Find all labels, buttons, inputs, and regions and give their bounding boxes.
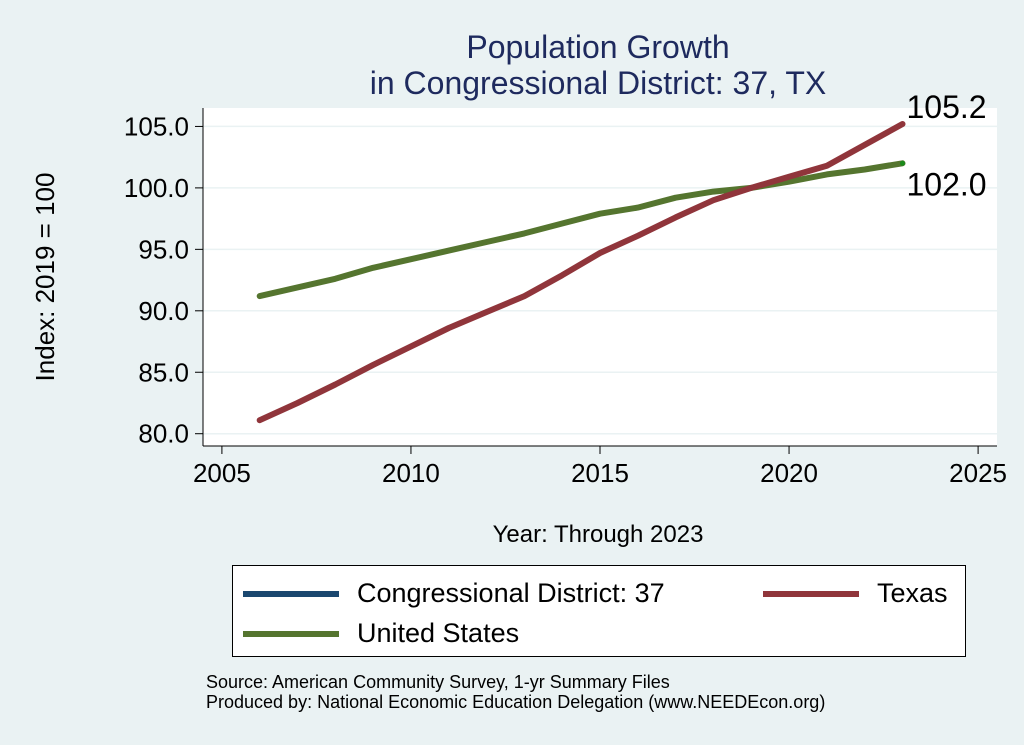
- legend-label-united-states: United States: [357, 618, 520, 648]
- series-line-united-states: [256, 160, 906, 300]
- chart-title-line-1: Population Growth: [466, 29, 729, 65]
- end-point-marker: [899, 160, 905, 166]
- x-axis-label: Year: Through 2023: [493, 521, 704, 548]
- x-tick-label: 2015: [571, 458, 629, 488]
- plot-area: [203, 108, 997, 446]
- y-tick-label: 100.0: [124, 173, 189, 203]
- x-tick-label: 2025: [949, 458, 1007, 488]
- end-labels: 102.0 105.2: [906, 89, 986, 202]
- legend-label-district: Congressional District: 37: [357, 578, 665, 608]
- source-note: Source: American Community Survey, 1-yr …: [206, 672, 825, 712]
- y-tick-label: 80.0: [138, 419, 189, 449]
- legend: Congressional District: 37 Texas United …: [232, 565, 966, 657]
- series-lines: [256, 121, 906, 424]
- legend-item-texas: Texas: [763, 578, 948, 609]
- x-tick-label: 2005: [193, 458, 251, 488]
- gridlines: [203, 125, 997, 435]
- y-tick-label: 90.0: [138, 296, 189, 326]
- y-tick-label: 85.0: [138, 357, 189, 387]
- legend-swatch-district: [243, 590, 339, 597]
- x-tick-label: 2020: [760, 458, 818, 488]
- x-tick-label: 2010: [382, 458, 440, 488]
- produced-by-line: Produced by: National Economic Education…: [206, 692, 826, 712]
- y-axis-label: Index: 2019 = 100: [30, 173, 60, 382]
- series-line-texas: [256, 121, 906, 424]
- legend-label-texas: Texas: [877, 578, 948, 608]
- chart-title-line-2: in Congressional District: 37, TX: [370, 65, 826, 101]
- end-label-united-states: 102.0: [906, 166, 986, 202]
- legend-swatch-texas: [763, 590, 859, 597]
- legend-item-united-states: United States: [243, 618, 519, 649]
- y-tick-label: 95.0: [138, 234, 189, 264]
- axes: 80.0 85.0 90.0 95.0 100.0 105.0 2005 2010 2015 20…: [124, 108, 1007, 488]
- y-tick-label: 105.0: [124, 111, 189, 141]
- source-line: Source: American Community Survey, 1-yr …: [206, 672, 670, 692]
- legend-item-district: Congressional District: 37: [243, 578, 665, 609]
- legend-swatch-united-states: [243, 630, 339, 637]
- end-label-texas: 105.2: [906, 89, 986, 125]
